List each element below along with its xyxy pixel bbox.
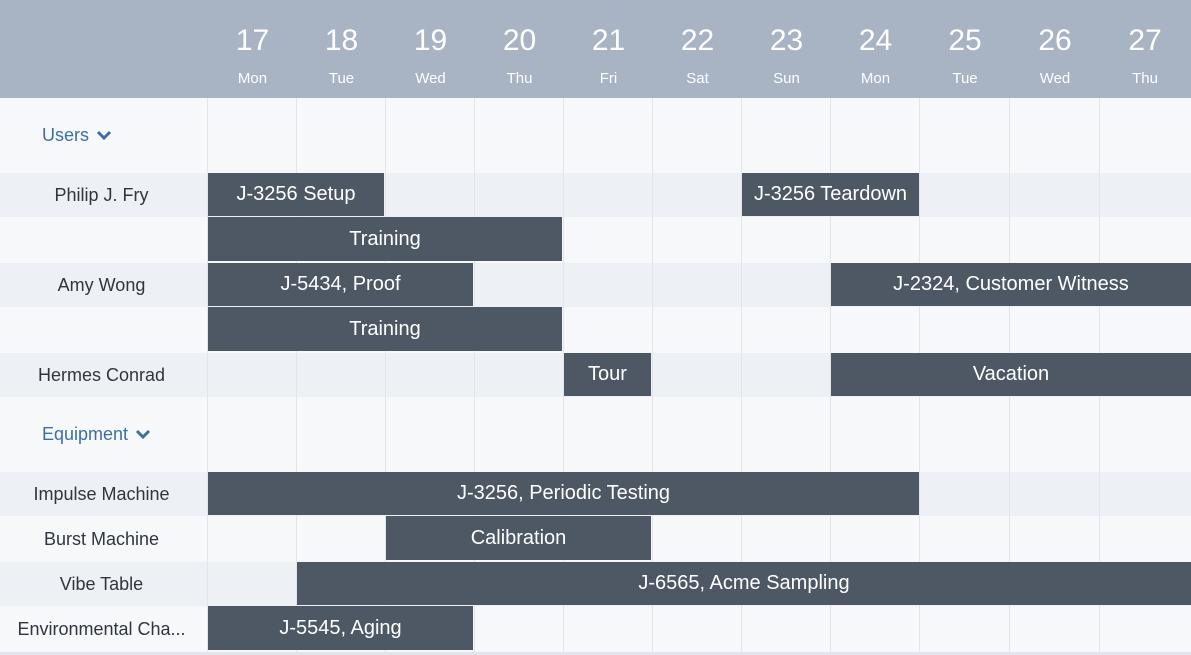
resource-label: Amy Wong bbox=[57, 274, 146, 295]
day-header-2: 18 Tue bbox=[297, 0, 386, 98]
day-header-11: 27 Thu bbox=[1100, 0, 1190, 98]
grid-line bbox=[296, 98, 297, 655]
day-header-7: 23 Sun bbox=[742, 0, 831, 98]
day-of-week: Tue bbox=[952, 70, 978, 87]
group-label-text: Equipment bbox=[42, 424, 129, 444]
day-of-week: Mon bbox=[237, 70, 268, 87]
day-number: 18 bbox=[324, 24, 359, 57]
day-of-week: Thu bbox=[506, 70, 533, 87]
day-header-6: 22 Sat bbox=[653, 0, 742, 98]
day-number: 26 bbox=[1038, 24, 1072, 57]
resource-label: Hermes Conrad bbox=[37, 364, 166, 385]
chevron-down-icon bbox=[96, 130, 112, 141]
grid-line bbox=[741, 98, 742, 655]
day-of-week: Fri bbox=[599, 70, 618, 87]
day-number: 21 bbox=[591, 24, 626, 57]
day-header-3: 19 Wed bbox=[386, 0, 475, 98]
day-header-5: 21 Fri bbox=[564, 0, 653, 98]
resource-row: Environmental Cha... bbox=[0, 606, 1191, 652]
resource-row-extra bbox=[0, 217, 1191, 263]
day-header-4: 20 Thu bbox=[475, 0, 564, 98]
day-header-1: 17 Mon bbox=[208, 0, 297, 98]
day-number: 19 bbox=[413, 24, 448, 57]
grid-line bbox=[652, 98, 653, 655]
day-of-week: Mon bbox=[860, 70, 891, 87]
day-of-week: Thu bbox=[1132, 70, 1158, 87]
day-of-week: Sun bbox=[773, 70, 800, 87]
calendar-header: 17 Mon 18 Tue 19 Wed 20 Thu 21 Fri 22 Sa… bbox=[0, 0, 1191, 98]
resource-label: Philip J. Fry bbox=[54, 184, 149, 205]
resource-label: Vibe Table bbox=[59, 573, 144, 594]
event-j5545-aging[interactable]: J-5545, Aging bbox=[208, 606, 473, 650]
event-vacation[interactable]: Vacation bbox=[831, 353, 1191, 396]
group-toggle-equipment[interactable]: Equipment bbox=[42, 397, 151, 472]
grid-line bbox=[385, 98, 386, 655]
grid-line bbox=[207, 98, 208, 655]
event-j5434-proof[interactable]: J-5434, Proof bbox=[208, 263, 473, 306]
event-j6565-acme-sampling[interactable]: J-6565, Acme Sampling bbox=[297, 562, 1191, 605]
day-number: 24 bbox=[858, 24, 893, 57]
resource-label: Environmental Cha... bbox=[17, 618, 186, 639]
day-number: 27 bbox=[1128, 24, 1162, 57]
resource-label: Burst Machine bbox=[43, 528, 160, 549]
resource-row: Philip J. Fry bbox=[0, 173, 1191, 217]
event-training[interactable]: Training bbox=[208, 307, 562, 351]
group-label-text: Users bbox=[42, 125, 90, 145]
event-training[interactable]: Training bbox=[208, 217, 562, 261]
grid-line bbox=[830, 98, 831, 655]
day-of-week: Sat bbox=[686, 70, 709, 87]
group-row-users: Users bbox=[0, 98, 1191, 173]
day-number: 22 bbox=[680, 24, 715, 57]
event-j3256-setup[interactable]: J-3256 Setup bbox=[208, 173, 384, 216]
group-row-equipment: Equipment bbox=[0, 397, 1191, 472]
chevron-down-icon bbox=[136, 429, 151, 440]
day-number: 25 bbox=[948, 24, 982, 57]
grid-line bbox=[563, 98, 564, 655]
day-number: 20 bbox=[502, 24, 537, 57]
resource-row-extra bbox=[0, 307, 1191, 353]
day-of-week: Tue bbox=[328, 70, 355, 87]
event-calibration[interactable]: Calibration bbox=[386, 516, 651, 560]
event-tour[interactable]: Tour bbox=[564, 353, 651, 396]
day-header-10: 26 Wed bbox=[1010, 0, 1100, 98]
day-number: 17 bbox=[235, 24, 270, 57]
bottom-border bbox=[0, 652, 1191, 655]
day-of-week: Wed bbox=[1039, 70, 1071, 87]
day-of-week: Wed bbox=[415, 70, 446, 87]
grid-line bbox=[474, 98, 475, 655]
day-header-8: 24 Mon bbox=[831, 0, 920, 98]
day-number: 23 bbox=[769, 24, 804, 57]
day-header-9: 25 Tue bbox=[920, 0, 1010, 98]
group-toggle-users[interactable]: Users bbox=[42, 98, 112, 173]
event-j3256-periodic-testing[interactable]: J-3256, Periodic Testing bbox=[208, 472, 919, 515]
resource-label: Impulse Machine bbox=[33, 483, 170, 504]
event-j2324-customer-witness[interactable]: J-2324, Customer Witness bbox=[831, 263, 1191, 306]
event-j3256-teardown[interactable]: J-3256 Teardown bbox=[742, 173, 919, 216]
